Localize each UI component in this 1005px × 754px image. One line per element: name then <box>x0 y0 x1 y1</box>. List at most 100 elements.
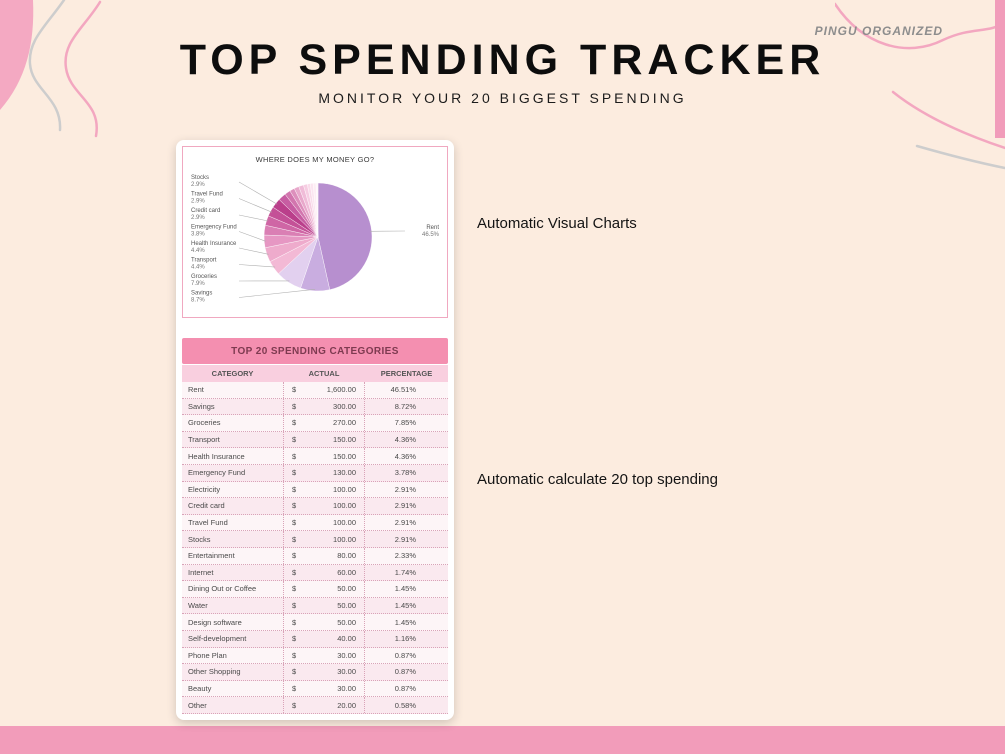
cell-actual: $130.00 <box>283 464 365 481</box>
pie-leader-line <box>238 214 269 222</box>
table-row: Self-development $40.00 1.16% <box>182 630 448 648</box>
cell-category: Internet <box>188 567 214 577</box>
cell-category: Emergency Fund <box>188 468 246 478</box>
pie-leader-line <box>238 198 273 213</box>
cell-percentage: 1.45% <box>394 601 416 611</box>
currency-symbol: $ <box>292 468 297 478</box>
pie-callout-label: 2.9% <box>191 198 205 204</box>
pie-leader-line <box>238 231 266 242</box>
cell-percentage: 0.87% <box>394 683 416 693</box>
pie-callout-label: Transport <box>191 258 217 264</box>
currency-symbol: $ <box>292 551 297 561</box>
decoration-top-left <box>0 0 150 160</box>
currency-symbol: $ <box>292 534 297 544</box>
cell-actual: $30.00 <box>283 647 365 664</box>
pie-callout-label: Travel Fund <box>191 192 223 198</box>
cell-percentage: 0.58% <box>394 700 416 710</box>
cell-percentage: 1.74% <box>394 567 416 577</box>
cell-amount: 100.00 <box>333 518 356 528</box>
cell-category: Travel Fund <box>188 518 228 528</box>
cell-percentage: 7.85% <box>394 418 416 428</box>
cell-amount: 80.00 <box>337 551 356 561</box>
table-row: Electricity $100.00 2.91% <box>182 481 448 499</box>
cell-category: Credit card <box>188 501 225 511</box>
currency-symbol: $ <box>292 634 297 644</box>
cell-category: Other <box>188 700 207 710</box>
squiggle-lines-top-left <box>0 0 102 138</box>
cell-category: Groceries <box>188 418 221 428</box>
currency-symbol: $ <box>292 484 297 494</box>
cell-actual: $300.00 <box>283 398 365 415</box>
table-row: Design software $50.00 1.45% <box>182 614 448 631</box>
table-row: Rent $1,600.00 46.51% <box>182 382 448 399</box>
cell-actual: $100.00 <box>283 531 365 547</box>
cell-category: Beauty <box>188 683 212 693</box>
table-row: Other Shopping $30.00 0.87% <box>182 664 448 681</box>
table-column-header: CATEGORY ACTUAL PERCENTAGE <box>182 365 448 382</box>
cell-category: Savings <box>188 401 215 411</box>
page-title: TOP SPENDING TRACKER <box>179 36 826 84</box>
currency-symbol: $ <box>292 584 297 594</box>
cell-amount: 100.00 <box>333 501 356 511</box>
cell-amount: 150.00 <box>333 435 356 445</box>
brand-logo-text: PINGU ORGANIZED <box>814 24 943 38</box>
currency-symbol: $ <box>292 617 297 627</box>
cell-actual: $20.00 <box>283 697 365 713</box>
page-subtitle: MONITOR YOUR 20 BIGGEST SPENDING <box>318 90 687 106</box>
pie-callout-label: 2.9% <box>191 182 205 188</box>
cell-amount: 130.00 <box>333 468 356 478</box>
annotation-charts: Automatic Visual Charts <box>477 215 637 232</box>
pie-leader-line <box>238 247 269 255</box>
pie-callout-label: 4.4% <box>191 248 205 254</box>
pie-leader-line <box>238 181 278 205</box>
cell-percentage: 46.51% <box>390 385 416 395</box>
cell-actual: $30.00 <box>283 664 365 680</box>
pie-callout-label: Stocks <box>191 175 209 181</box>
cell-category: Health Insurance <box>188 451 245 461</box>
cell-percentage: 1.45% <box>394 617 416 627</box>
squiggle-lines-top-right <box>833 2 1005 170</box>
cell-amount: 50.00 <box>337 584 356 594</box>
pie-callout-label: Savings <box>191 291 212 297</box>
pie-callout-label: Groceries <box>191 274 217 280</box>
pie-callout-label: Credit card <box>191 208 220 214</box>
currency-symbol: $ <box>292 518 297 528</box>
cell-percentage: 2.33% <box>394 551 416 561</box>
cell-percentage: 4.36% <box>394 451 416 461</box>
table-row: Savings $300.00 8.72% <box>182 398 448 416</box>
currency-symbol: $ <box>292 435 297 445</box>
column-header-category: CATEGORY <box>211 369 254 378</box>
cell-actual: $80.00 <box>283 547 365 564</box>
table-row: Credit card $100.00 2.91% <box>182 498 448 515</box>
cell-amount: 30.00 <box>337 650 356 660</box>
cell-actual: $100.00 <box>283 498 365 514</box>
table-row: Emergency Fund $130.00 3.78% <box>182 464 448 482</box>
pie-chart-panel: Stocks 2.9% Travel Fund 2.9% Credit card 2.9%… <box>182 146 448 318</box>
pie-leader-line <box>238 289 316 298</box>
cell-percentage: 0.87% <box>394 650 416 660</box>
currency-symbol: $ <box>292 567 297 577</box>
table-row: Travel Fund $100.00 2.91% <box>182 514 448 532</box>
currency-symbol: $ <box>292 451 297 461</box>
cell-percentage: 2.91% <box>394 518 416 528</box>
cell-actual: $60.00 <box>283 564 365 581</box>
cell-amount: 30.00 <box>337 683 356 693</box>
pie-callout-label: 4.4% <box>191 264 205 270</box>
cell-amount: 60.00 <box>337 567 356 577</box>
cell-percentage: 4.36% <box>394 435 416 445</box>
pie-callout-label: 46.5% <box>422 232 440 238</box>
cell-actual: $100.00 <box>283 481 365 498</box>
cell-category: Phone Plan <box>188 650 227 660</box>
decoration-top-right <box>833 0 1005 185</box>
currency-symbol: $ <box>292 667 297 677</box>
cell-actual: $1,600.00 <box>283 382 365 398</box>
cell-percentage: 2.91% <box>394 501 416 511</box>
cell-actual: $50.00 <box>283 581 365 597</box>
table-row: Other $20.00 0.58% <box>182 697 448 714</box>
table-row: Dining Out or Coffee $50.00 1.45% <box>182 581 448 598</box>
cell-percentage: 2.91% <box>394 484 416 494</box>
table-row: Transport $150.00 4.36% <box>182 431 448 449</box>
pie-callout-label: 2.9% <box>191 215 205 221</box>
